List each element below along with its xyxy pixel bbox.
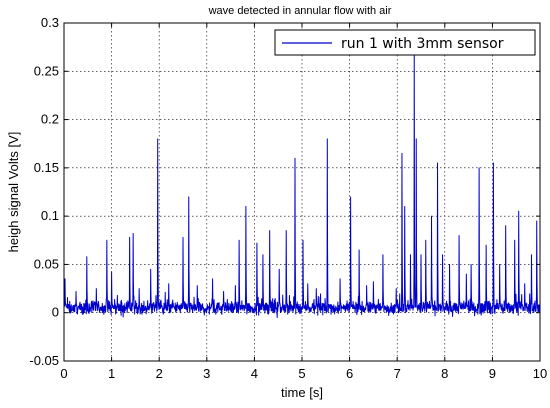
y-tick-label-3: 0.1	[41, 208, 59, 223]
x-tick-label-8: 8	[441, 366, 448, 381]
y-tick-label-0: -0.05	[29, 353, 59, 368]
x-tick-label-2: 2	[156, 366, 163, 381]
x-tick-label-10: 10	[533, 366, 547, 381]
legend-box	[274, 29, 536, 56]
x-tick-label-1: 1	[108, 366, 115, 381]
chart-title: wave detected in annular flow with air	[208, 5, 392, 17]
y-axis-label: heigh signal Volts [V]	[6, 132, 21, 253]
x-tick-label-3: 3	[203, 366, 210, 381]
series-group	[64, 46, 540, 318]
legend-entry-label: run 1 with 3mm sensor	[341, 36, 504, 52]
y-tick-labels: -0.05 0 0.05 0.1 0.15 0.2 0.25 0.3	[29, 15, 59, 368]
x-tick-labels: 0 1 2 3 4 5 6 7 8 9 10	[60, 366, 547, 381]
tick-marks	[63, 22, 541, 362]
legend: run 1 with 3mm sensor	[274, 29, 536, 56]
x-axis-label: time [s]	[281, 385, 323, 400]
y-tick-label-1: 0	[52, 305, 59, 320]
y-tick-label-7: 0.3	[41, 15, 59, 30]
y-tick-label-5: 0.2	[41, 112, 59, 127]
y-tick-label-6: 0.25	[34, 63, 59, 78]
x-tick-label-4: 4	[251, 366, 258, 381]
series-line-0	[64, 46, 540, 318]
grid-lines	[64, 23, 540, 361]
x-tick-label-0: 0	[60, 366, 67, 381]
y-tick-label-2: 0.05	[34, 256, 59, 271]
x-tick-label-5: 5	[298, 366, 305, 381]
y-tick-label-4: 0.15	[34, 160, 59, 175]
x-tick-label-6: 6	[346, 366, 353, 381]
x-tick-label-7: 7	[394, 366, 401, 381]
x-tick-label-9: 9	[489, 366, 496, 381]
